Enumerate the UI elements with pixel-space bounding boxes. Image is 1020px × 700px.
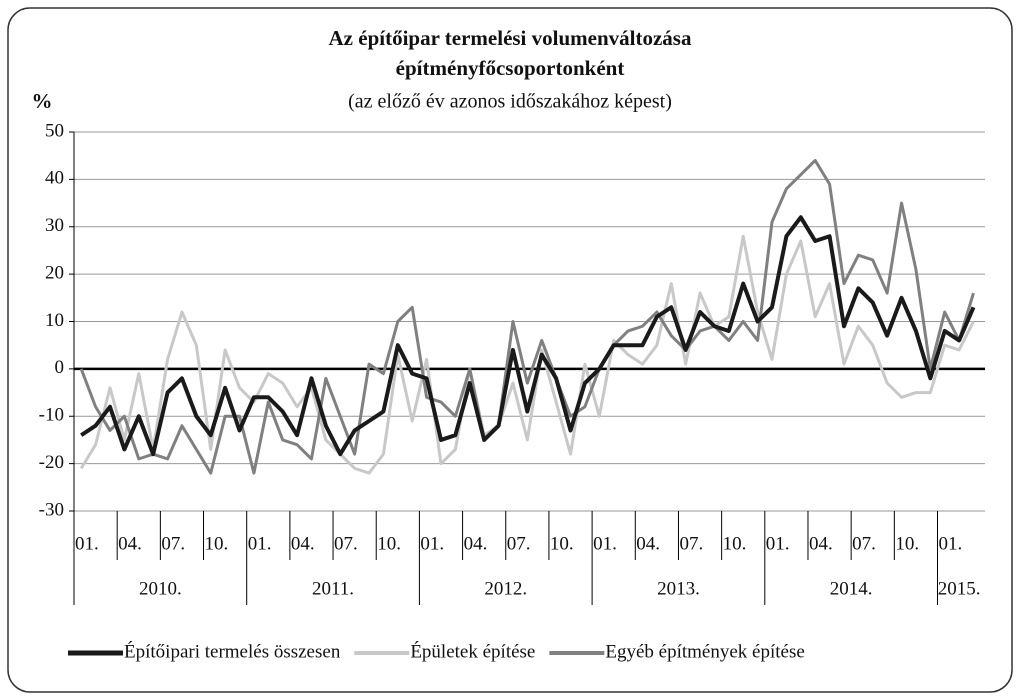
x-tick-label: 07. — [852, 533, 876, 554]
y-tick-label: -30 — [39, 499, 64, 520]
x-tick-label: 07. — [161, 533, 185, 554]
x-tick-label: 01. — [248, 533, 272, 554]
y-tick-label: 30 — [45, 215, 64, 236]
x-tick-label: 01. — [939, 533, 963, 554]
x-tick-label: 10. — [377, 533, 401, 554]
year-label: 2015. — [938, 578, 981, 599]
legend-label: Egyéb építmények építése — [605, 641, 804, 662]
y-tick-label: 20 — [45, 262, 64, 283]
x-tick-label: 01. — [420, 533, 444, 554]
chart-subtitle: (az előző év azonos időszakához képest) — [348, 91, 672, 113]
x-tick-label: 10. — [550, 533, 574, 554]
year-label: 2010. — [139, 578, 182, 599]
x-tick-label: 10. — [205, 533, 229, 554]
y-axis-label: % — [32, 89, 53, 113]
x-tick-label: 07. — [507, 533, 531, 554]
x-tick-label: 04. — [636, 533, 660, 554]
x-tick-label: 07. — [679, 533, 703, 554]
x-tick-label: 01. — [766, 533, 790, 554]
x-tick-label: 10. — [895, 533, 919, 554]
x-tick-label: 04. — [809, 533, 833, 554]
x-tick-label: 04. — [118, 533, 142, 554]
x-tick-label: 01. — [593, 533, 617, 554]
x-tick-label: 04. — [291, 533, 315, 554]
year-label: 2014. — [830, 578, 873, 599]
series-line — [79, 158, 975, 475]
y-tick-label: 0 — [55, 357, 65, 378]
year-label: 2013. — [657, 578, 700, 599]
x-tick-label: 04. — [464, 533, 488, 554]
legend-label: Építőipari termelés összesen — [124, 640, 341, 662]
chart-title: Az építőipar termelési volumenváltozása é… — [329, 26, 692, 80]
legend-label: Épületek építése — [410, 640, 535, 662]
x-tick-label: 01. — [75, 533, 99, 554]
x-tick-label: 10. — [723, 533, 747, 554]
year-label: 2011. — [312, 578, 354, 599]
x-tick-label: 07. — [334, 533, 358, 554]
year-label: 2012. — [484, 578, 527, 599]
y-tick-label: 10 — [45, 310, 64, 331]
y-tick-label: 50 — [45, 120, 64, 141]
series-line — [80, 215, 976, 457]
series-line — [79, 234, 975, 475]
y-tick-label: 40 — [45, 168, 64, 189]
y-tick-label: -10 — [39, 405, 64, 426]
y-tick-label: -20 — [39, 452, 64, 473]
